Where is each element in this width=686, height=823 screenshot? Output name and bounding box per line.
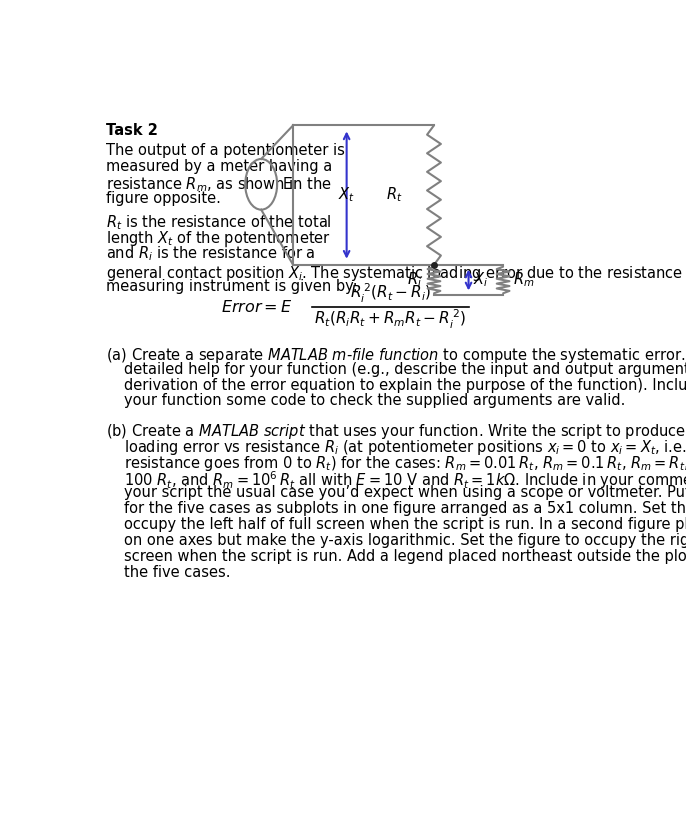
Text: $X_t$: $X_t$ bbox=[338, 186, 355, 204]
Text: E: E bbox=[283, 177, 292, 192]
Text: resistance $R_m$, as shown in the: resistance $R_m$, as shown in the bbox=[106, 174, 332, 193]
Text: general contact position $X_i$. The systematic loading error due to the resistan: general contact position $X_i$. The syst… bbox=[106, 263, 686, 282]
Text: measuring instrument is given by:: measuring instrument is given by: bbox=[106, 279, 357, 294]
Text: Task 2: Task 2 bbox=[106, 123, 158, 137]
Text: and $R_i$ is the resistance for a: and $R_i$ is the resistance for a bbox=[106, 244, 316, 263]
Text: the five cases.: the five cases. bbox=[124, 565, 230, 579]
Text: occupy the left half of full screen when the script is run. In a second figure p: occupy the left half of full screen when… bbox=[124, 517, 686, 532]
Text: loading error vs resistance $R_i$ (at potentiometer positions $x_i = 0$ to $x_i : loading error vs resistance $R_i$ (at po… bbox=[124, 438, 686, 457]
Text: on one axes but make the y-axis logarithmic. Set the figure to occupy the right : on one axes but make the y-axis logarith… bbox=[124, 532, 686, 548]
Text: figure opposite.: figure opposite. bbox=[106, 191, 221, 206]
Text: $R_t(R_i R_t + R_m R_t - R_i^{\,2})$: $R_t(R_i R_t + R_m R_t - R_i^{\,2})$ bbox=[314, 308, 466, 331]
Text: $R_m$: $R_m$ bbox=[512, 271, 534, 290]
Text: $R_t$ is the resistance of the total: $R_t$ is the resistance of the total bbox=[106, 213, 332, 231]
Text: $R_t$: $R_t$ bbox=[386, 186, 403, 204]
Text: your script the usual case you’d expect when using a scope or voltmeter. Put you: your script the usual case you’d expect … bbox=[124, 486, 686, 500]
Text: $\mathit{Error} = \mathit{E}$: $\mathit{Error} = \mathit{E}$ bbox=[222, 299, 293, 314]
Text: screen when the script is run. Add a legend placed northeast outside the plot to: screen when the script is run. Add a leg… bbox=[124, 549, 686, 564]
Text: 100 $R_t$, and $R_m = 10^6\,R_t$ all with $E = 10$ V and $R_t = 1k\Omega$. Inclu: 100 $R_t$, and $R_m = 10^6\,R_t$ all wit… bbox=[124, 469, 686, 491]
Text: $R_i$: $R_i$ bbox=[407, 271, 423, 290]
Text: $R_i^{\,2}(R_t - R_i)$: $R_i^{\,2}(R_t - R_i)$ bbox=[349, 282, 431, 305]
Text: The output of a potentiometer is: The output of a potentiometer is bbox=[106, 143, 345, 158]
Text: resistance goes from 0 to $R_t$) for the cases: $R_m = 0.01\,R_t$, $R_m = 0.1\,R: resistance goes from 0 to $R_t$) for the… bbox=[124, 453, 686, 472]
Text: your function some code to check the supplied arguments are valid.: your function some code to check the sup… bbox=[124, 393, 626, 408]
Text: detailed help for your function (e.g., describe the input and output arguments, : detailed help for your function (e.g., d… bbox=[124, 362, 686, 377]
Text: $X_i$: $X_i$ bbox=[473, 271, 488, 290]
Text: (a) Create a separate $\mathit{MATLAB\ m\text{-}file\ function}$ to compute the : (a) Create a separate $\mathit{MATLAB\ m… bbox=[106, 346, 686, 365]
Text: (b) Create a $\mathit{MATLAB\ script}$ that uses your function. Write the script: (b) Create a $\mathit{MATLAB\ script}$ t… bbox=[106, 422, 686, 441]
Text: length $X_t$ of the potentiometer: length $X_t$ of the potentiometer bbox=[106, 229, 331, 248]
Text: for the five cases as subplots in one figure arranged as a 5x1 column. Set the f: for the five cases as subplots in one fi… bbox=[124, 501, 686, 516]
Text: derivation of the error equation to explain the purpose of the function). Includ: derivation of the error equation to expl… bbox=[124, 378, 686, 393]
Text: measured by a meter having a: measured by a meter having a bbox=[106, 159, 332, 174]
